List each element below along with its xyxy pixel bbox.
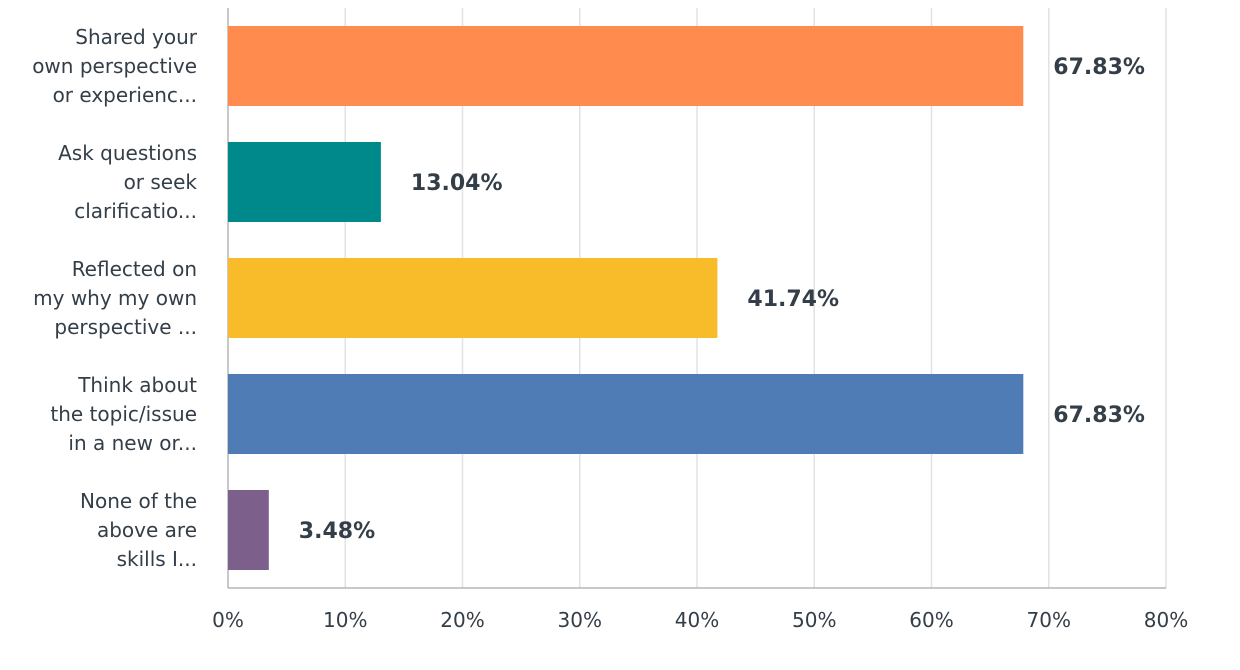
category-label-line: perspective ...	[54, 315, 197, 339]
x-tick-label: 70%	[1027, 608, 1071, 632]
category-label-line: Reflected on	[72, 257, 197, 281]
category-label-line: in a new or...	[68, 431, 197, 455]
x-tick-label: 0%	[212, 608, 244, 632]
bar	[228, 258, 718, 338]
category-label-line: None of the	[80, 489, 197, 513]
x-tick-labels: 0% 10% 20% 30% 40% 50% 60% 70% 80%	[212, 608, 1188, 632]
bar-value-label: 67.83%	[1053, 403, 1145, 428]
category-label: Reflected on my why my own perspective ...	[33, 257, 197, 339]
category-label-line: clarificatio...	[74, 199, 197, 223]
category-label-line: Ask questions	[58, 141, 197, 165]
category-label-line: Shared your	[75, 25, 198, 49]
value-labels: 67.83% 13.04% 41.74% 67.83% 3.48%	[299, 55, 1145, 544]
x-tick-label: 30%	[558, 608, 602, 632]
x-tick-label: 80%	[1144, 608, 1188, 632]
bar-value-label: 41.74%	[747, 287, 839, 312]
category-label-line: own perspective	[32, 54, 197, 78]
x-tick-label: 60%	[909, 608, 953, 632]
bar	[228, 26, 1024, 106]
x-tick-label: 50%	[792, 608, 836, 632]
bars	[228, 26, 1024, 570]
category-label: Shared your own perspective or experienc..…	[32, 25, 198, 107]
bar	[228, 374, 1024, 454]
category-label-line: my why my own	[33, 286, 197, 310]
bar	[228, 142, 381, 222]
x-tick-label: 20%	[440, 608, 484, 632]
bar	[228, 490, 269, 570]
category-label-line: or seek	[124, 170, 198, 194]
category-label: Think about the topic/issue in a new or...	[50, 373, 197, 455]
category-label-line: above are	[97, 518, 197, 542]
x-tick-label: 10%	[323, 608, 367, 632]
category-label-line: skills I...	[117, 547, 197, 571]
x-tick-label: 40%	[675, 608, 719, 632]
bar-value-label: 67.83%	[1053, 55, 1145, 80]
category-label: None of the above are skills I...	[80, 489, 197, 571]
bar-value-label: 3.48%	[299, 519, 375, 544]
category-label-line: the topic/issue	[50, 402, 197, 426]
category-label: Ask questions or seek clarificatio...	[58, 141, 197, 223]
category-labels: Shared your own perspective or experienc..…	[32, 25, 198, 571]
category-label-line: Think about	[77, 373, 197, 397]
bar-value-label: 13.04%	[411, 171, 503, 196]
category-label-line: or experienc...	[53, 83, 197, 107]
